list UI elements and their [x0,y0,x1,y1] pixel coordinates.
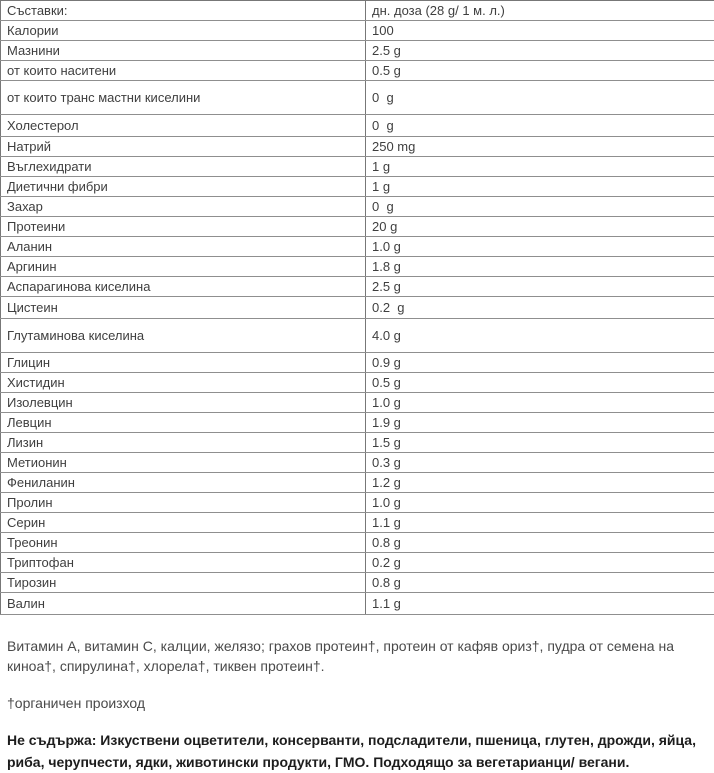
table-row: Хистидин 0.5 g [1,373,714,393]
nutrition-table: Съставки: дн. доза (28 g/ 1 м. л.) Калор… [0,0,714,615]
ingredient-amount: 2.5 g [366,41,714,61]
table-row: Изолевцин 1.0 g [1,393,714,413]
ingredient-name: Калории [1,21,366,41]
table-row: Глутаминова киселина 4.0 g [1,319,714,353]
table-row: Фениланин 1.2 g [1,473,714,493]
table-row: Треонин 0.8 g [1,533,714,553]
ingredient-name: Валин [1,593,366,615]
ingredient-name: Мазнини [1,41,366,61]
table-row: Холестерол 0 g [1,115,714,137]
ingredient-amount: 0.5 g [366,373,714,393]
ingredient-amount: 1 g [366,157,714,177]
ingredient-amount: 0 g [366,197,714,217]
column-header-ingredients: Съставки: [1,1,366,21]
ingredient-amount: 2.5 g [366,277,714,297]
ingredient-name: Триптофан [1,553,366,573]
ingredient-name: Фениланин [1,473,366,493]
ingredient-name: Захар [1,197,366,217]
table-row: Протеини 20 g [1,217,714,237]
table-row: Диетични фибри 1 g [1,177,714,197]
ingredient-amount: 1.1 g [366,593,714,615]
ingredient-amount: 0 g [366,115,714,137]
ingredient-amount: 100 [366,21,714,41]
ingredient-name: Тирозин [1,573,366,593]
ingredient-name: Лизин [1,433,366,453]
ingredient-amount: 1 g [366,177,714,197]
ingredient-amount: 0.2 g [366,297,714,319]
ingredient-name: Глутаминова киселина [1,319,366,353]
ingredient-name: Глицин [1,353,366,373]
ingredient-name: Треонин [1,533,366,553]
table-row: Глицин 0.9 g [1,353,714,373]
table-row: Триптофан 0.2 g [1,553,714,573]
table-header-row: Съставки: дн. доза (28 g/ 1 м. л.) [1,1,714,21]
ingredient-amount: 0 g [366,81,714,115]
ingredient-name: Левцин [1,413,366,433]
ingredient-amount: 1.1 g [366,513,714,533]
table-row: Лизин 1.5 g [1,433,714,453]
ingredient-name: Аспарагинова киселина [1,277,366,297]
ingredient-amount: 4.0 g [366,319,714,353]
ingredient-name: Пролин [1,493,366,513]
table-row: Захар 0 g [1,197,714,217]
ingredient-amount: 1.0 g [366,237,714,257]
ingredient-amount: 1.0 g [366,493,714,513]
ingredient-amount: 1.8 g [366,257,714,277]
table-row: от които транс мастни киселини 0 g [1,81,714,115]
table-row: Левцин 1.9 g [1,413,714,433]
additional-ingredients-text: Витамин А, витамин С, калции, желязо; гр… [0,636,714,676]
table-row: Аргинин 1.8 g [1,257,714,277]
table-row: Цистеин 0.2 g [1,297,714,319]
nutrition-table-body: Съставки: дн. доза (28 g/ 1 м. л.) Калор… [1,1,714,615]
ingredient-amount: 1.9 g [366,413,714,433]
ingredient-name: Хистидин [1,373,366,393]
table-row: от които наситени 0.5 g [1,61,714,81]
ingredient-amount: 1.5 g [366,433,714,453]
ingredient-name: Метионин [1,453,366,473]
ingredient-name: Цистеин [1,297,366,319]
column-header-dose: дн. доза (28 g/ 1 м. л.) [366,1,714,21]
table-row: Натрий 250 mg [1,137,714,157]
ingredient-amount: 250 mg [366,137,714,157]
ingredient-amount: 0.3 g [366,453,714,473]
table-row: Аспарагинова киселина 2.5 g [1,277,714,297]
table-row: Калории 100 [1,21,714,41]
organic-origin-footnote: †органичен произход [0,693,714,713]
table-row: Валин 1.1 g [1,593,714,615]
footer-notes: Витамин А, витамин С, калции, желязо; гр… [0,636,714,773]
ingredient-name: Протеини [1,217,366,237]
table-row: Мазнини 2.5 g [1,41,714,61]
ingredient-amount: 1.0 g [366,393,714,413]
table-row: Метионин 0.3 g [1,453,714,473]
ingredient-name: от които наситени [1,61,366,81]
ingredient-name: Аланин [1,237,366,257]
ingredient-amount: 0.5 g [366,61,714,81]
table-row: Аланин 1.0 g [1,237,714,257]
table-row: Пролин 1.0 g [1,493,714,513]
ingredient-name: Диетични фибри [1,177,366,197]
does-not-contain-disclaimer: Не съдържа: Изкуствени оцветители, консе… [0,729,714,773]
ingredient-name: Серин [1,513,366,533]
ingredient-amount: 0.9 g [366,353,714,373]
ingredient-name: от които транс мастни киселини [1,81,366,115]
ingredient-amount: 20 g [366,217,714,237]
ingredient-name: Въглехидрати [1,157,366,177]
table-row: Въглехидрати 1 g [1,157,714,177]
ingredient-name: Аргинин [1,257,366,277]
ingredient-name: Холестерол [1,115,366,137]
ingredient-name: Натрий [1,137,366,157]
ingredient-amount: 1.2 g [366,473,714,493]
ingredient-name: Изолевцин [1,393,366,413]
table-row: Тирозин 0.8 g [1,573,714,593]
ingredient-amount: 0.8 g [366,573,714,593]
table-row: Серин 1.1 g [1,513,714,533]
ingredient-amount: 0.2 g [366,553,714,573]
ingredient-amount: 0.8 g [366,533,714,553]
